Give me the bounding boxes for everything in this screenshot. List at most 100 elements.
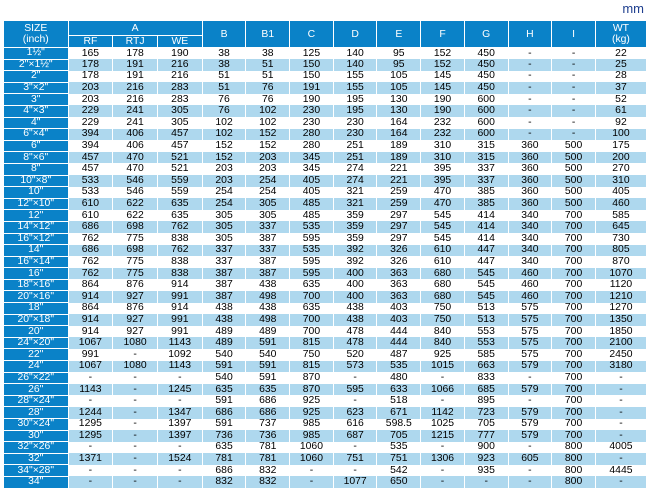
cell-rf: 178 xyxy=(67,70,114,83)
cell-rtj: 622 xyxy=(112,209,158,222)
cell-d: 195 xyxy=(332,105,378,118)
cell-size: 16"×12" xyxy=(3,233,69,246)
cell-b1: 102 xyxy=(245,105,291,118)
cell-e: 480 xyxy=(376,372,422,384)
cell-size: 14" xyxy=(3,244,69,257)
cell-b: 38 xyxy=(201,47,247,60)
cell-wt: - xyxy=(594,430,648,442)
cell-e: 326 xyxy=(376,256,422,268)
cell-g: 450 xyxy=(463,70,509,83)
cell-rf: 1295 xyxy=(67,430,114,442)
table-row: 20"×18" 914 927 991 438 498 700 438 403 750 513 575… xyxy=(3,314,648,327)
cell-wt: 2100 xyxy=(594,337,648,349)
cell-rf: 1143 xyxy=(67,383,114,396)
cell-rf: - xyxy=(67,476,114,489)
cell-f: 145 xyxy=(420,82,465,94)
cell-f: - xyxy=(420,395,465,407)
cell-wt: 92 xyxy=(594,117,648,129)
cell-e: 444 xyxy=(376,325,422,338)
cell-we: 1347 xyxy=(156,406,203,419)
table-row: 28" 1244-1347 686 686 925 623 671 1142 723 579 700… xyxy=(3,406,648,419)
cell-b1: 498 xyxy=(245,314,291,326)
table-row: 16"×12" 762 775 838 305 387 595 359 297 545 414 340… xyxy=(3,233,648,246)
cell-c: 280 xyxy=(289,140,334,152)
cell-i: 800 xyxy=(551,441,596,454)
cell-rtj: 191 xyxy=(112,70,158,83)
cell-e: 535 xyxy=(376,441,422,454)
cell-d: 251 xyxy=(332,140,378,152)
cell-h: 579 xyxy=(507,383,553,396)
cell-e: 487 xyxy=(376,348,422,361)
cell-h: 579 xyxy=(507,430,553,442)
cell-h: 340 xyxy=(507,221,553,233)
cell-b: 337 xyxy=(201,244,247,257)
cell-wt: 4445 xyxy=(594,464,648,477)
cell-rtj: - xyxy=(112,464,158,477)
cell-rf: 178 xyxy=(67,59,114,71)
cell-i: 800 xyxy=(551,476,596,489)
cell-b: 305 xyxy=(201,221,247,233)
cell-rf: 1067 xyxy=(67,337,114,349)
cell-d: 573 xyxy=(332,360,378,373)
cell-wt: - xyxy=(594,476,648,489)
cell-rf: 686 xyxy=(67,244,114,257)
cell-g: 553 xyxy=(463,337,509,349)
cell-we: 1524 xyxy=(156,453,203,465)
cell-rf: 229 xyxy=(67,105,114,118)
cell-d: 359 xyxy=(332,221,378,233)
cell-g: 777 xyxy=(463,430,509,442)
cell-g: 600 xyxy=(463,128,509,141)
cell-e: 363 xyxy=(376,267,422,280)
cell-i: - xyxy=(551,117,596,129)
cell-d: 751 xyxy=(332,453,378,465)
cell-we: 305 xyxy=(156,105,203,118)
cell-e: 95 xyxy=(376,47,422,60)
cell-we: 559 xyxy=(156,186,203,199)
cell-wt: 4005 xyxy=(594,441,648,454)
cell-f: 145 xyxy=(420,70,465,83)
cell-rtj: 876 xyxy=(112,279,158,291)
cell-rtj: 241 xyxy=(112,117,158,129)
cell-i: 700 xyxy=(551,337,596,349)
cell-we: 991 xyxy=(156,325,203,338)
cell-c: 230 xyxy=(289,105,334,118)
cell-c: 535 xyxy=(289,244,334,257)
header-size-unit: (inch) xyxy=(22,34,49,45)
cell-we: 838 xyxy=(156,267,203,280)
cell-c: - xyxy=(289,476,334,489)
table-row: 30"×24" 1295-1397 591 737 985 616 598.5 1025 705… xyxy=(3,418,648,431)
cell-e: 164 xyxy=(376,117,422,129)
cell-size: 30"×24" xyxy=(3,418,69,431)
cell-wt: 645 xyxy=(594,221,648,233)
cell-size: 1½" xyxy=(3,47,69,60)
cell-g: 895 xyxy=(463,395,509,407)
cell-rtj: - xyxy=(112,406,158,419)
cell-h: 579 xyxy=(507,406,553,419)
table-row: 3" 203 216 283 76 76 190 195 130 190 600- -52 xyxy=(3,93,648,106)
cell-b: 76 xyxy=(201,105,247,118)
cell-h: 575 xyxy=(507,302,553,315)
cell-i: 700 xyxy=(551,221,596,233)
cell-size: 6"×4" xyxy=(3,128,69,141)
cell-wt: 1210 xyxy=(594,290,648,303)
cell-c: 700 xyxy=(289,290,334,303)
table-row: 14"×12" 686 698 762 305 337 535 359 297 545 414 340… xyxy=(3,221,648,234)
cell-g: 685 xyxy=(463,383,509,396)
cell-g: 935 xyxy=(463,464,509,477)
cell-g: - xyxy=(463,476,509,489)
cell-d: 155 xyxy=(332,70,378,83)
table-row: 22" 991-1092 540 540 750 520 487 925 585 575 700 24… xyxy=(3,348,648,362)
cell-f: 152 xyxy=(420,59,465,71)
cell-rtj: 216 xyxy=(112,93,158,106)
cell-f: 840 xyxy=(420,325,465,338)
cell-d: 274 xyxy=(332,175,378,187)
cell-size: 28" xyxy=(3,406,69,419)
cell-i: 500 xyxy=(551,163,596,176)
cell-d: 140 xyxy=(332,47,378,60)
cell-i: - xyxy=(551,70,596,83)
cell-b: 540 xyxy=(201,348,247,361)
cell-c: 925 xyxy=(289,406,334,419)
cell-c: 925 xyxy=(289,395,334,407)
cell-b1: 337 xyxy=(245,244,291,257)
cell-we: 762 xyxy=(156,244,203,257)
